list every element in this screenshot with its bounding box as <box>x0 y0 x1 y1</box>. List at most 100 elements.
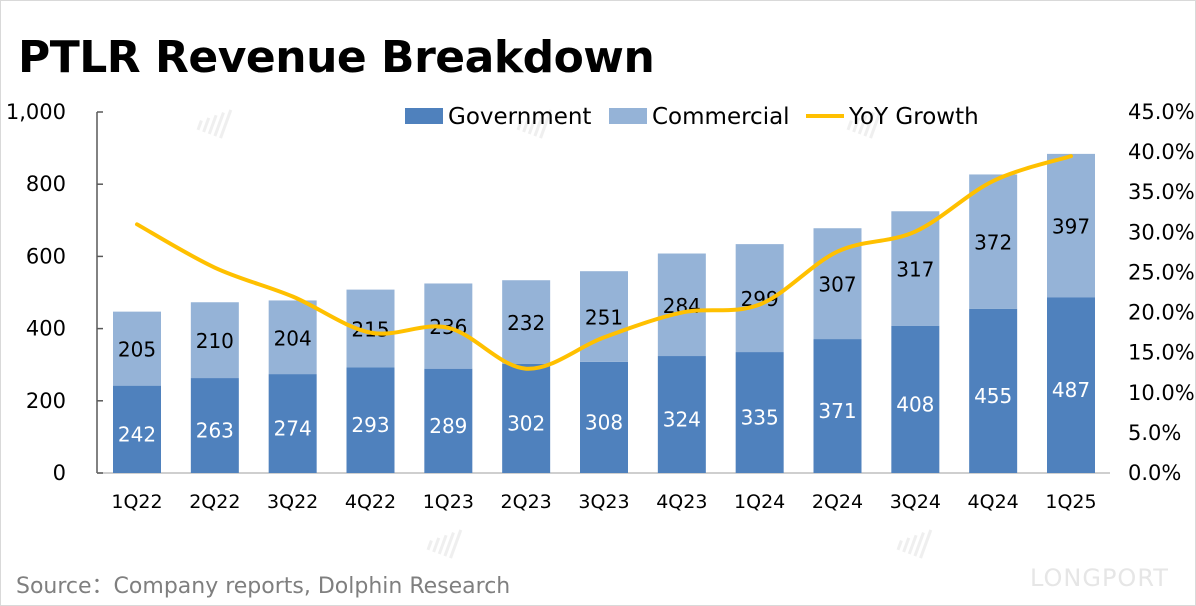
watermark-mark <box>449 529 463 559</box>
commercial-data-label: 205 <box>118 338 156 362</box>
government-data-label: 408 <box>896 392 934 416</box>
watermark-mark <box>539 109 553 139</box>
watermark-mark <box>426 539 433 551</box>
x-axis-tick-label: 1Q25 <box>1045 491 1096 513</box>
x-axis-tick-label: 2Q23 <box>501 491 552 513</box>
government-data-label: 293 <box>351 413 389 437</box>
government-data-label: 308 <box>585 410 623 434</box>
watermark-mark <box>432 537 441 553</box>
watermark-mark <box>213 112 225 137</box>
watermark-mark <box>852 117 861 133</box>
commercial-data-label: 397 <box>1052 215 1090 239</box>
right-axis-tick-label: 20.0% <box>1128 301 1195 325</box>
government-data-label: 371 <box>818 399 856 423</box>
watermark-mark <box>919 529 933 559</box>
x-axis-tick-label: 1Q22 <box>111 491 162 513</box>
watermark-mark <box>516 119 523 131</box>
commercial-bar <box>502 280 551 364</box>
watermark-mark <box>913 532 925 557</box>
x-axis-tick-label: 2Q22 <box>189 491 240 513</box>
left-axis-tick-label: 1,000 <box>6 100 66 124</box>
government-data-label: 455 <box>974 384 1012 408</box>
x-axis-tick-label: 4Q22 <box>345 491 396 513</box>
watermark-mark <box>207 114 218 135</box>
watermark-mark <box>869 109 883 139</box>
government-data-label: 324 <box>663 408 701 432</box>
source-note: Source：Company reports, Dolphin Research <box>16 574 511 599</box>
right-axis-tick-label: 15.0% <box>1128 341 1195 365</box>
legend-label-yoy: YoY Growth <box>848 104 979 130</box>
government-bar <box>346 367 395 473</box>
x-axis-tick-label: 2Q24 <box>812 491 863 513</box>
legend-swatch-government <box>405 108 443 124</box>
x-axis-tick-label: 3Q23 <box>578 491 629 513</box>
government-data-label: 242 <box>118 422 156 446</box>
government-bar <box>190 378 239 473</box>
watermark-mark <box>863 112 875 137</box>
government-data-label: 487 <box>1052 378 1090 402</box>
government-data-label: 302 <box>507 411 545 435</box>
watermark-mark <box>857 114 868 135</box>
watermark-mark <box>533 112 545 137</box>
government-data-label: 289 <box>429 414 467 438</box>
x-axis-tick-label: 3Q24 <box>890 491 941 513</box>
left-axis-tick-label: 0 <box>53 461 66 485</box>
right-axis-tick-label: 30.0% <box>1128 220 1195 244</box>
chart-title: PTLR Revenue Breakdown <box>18 32 655 83</box>
commercial-bar <box>190 302 239 379</box>
legend-label-commercial: Commercial <box>652 104 790 130</box>
watermark-mark <box>522 117 531 133</box>
government-bar <box>268 374 317 473</box>
watermark-mark <box>219 109 233 139</box>
commercial-bar <box>969 174 1018 309</box>
government-bar <box>1047 297 1095 473</box>
right-axis-tick-label: 10.0% <box>1128 381 1195 405</box>
right-axis-tick-label: 0.0% <box>1128 461 1181 485</box>
watermark-mark <box>902 537 911 553</box>
commercial-bar <box>268 300 317 375</box>
government-data-label: 335 <box>741 406 779 430</box>
legend-swatch-commercial <box>609 108 647 124</box>
commercial-data-label: 232 <box>507 311 545 335</box>
commercial-data-label: 372 <box>974 231 1012 255</box>
commercial-data-label: 251 <box>585 306 623 330</box>
watermark-mark <box>527 114 538 135</box>
government-bar <box>891 325 940 473</box>
commercial-data-label: 317 <box>896 257 934 281</box>
watermark-mark <box>437 534 448 555</box>
commercial-bar <box>657 253 706 357</box>
right-axis-tick-label: 25.0% <box>1128 260 1195 284</box>
government-data-label: 274 <box>274 417 312 441</box>
right-axis-tick-label: 35.0% <box>1128 180 1195 204</box>
government-data-label: 263 <box>196 419 234 443</box>
government-bar <box>424 368 473 473</box>
x-axis-tick-label: 4Q24 <box>968 491 1019 513</box>
left-axis-tick-label: 400 <box>26 317 66 341</box>
commercial-data-label: 204 <box>274 326 312 350</box>
watermark-mark <box>907 534 918 555</box>
government-bar <box>113 385 161 473</box>
legend-label-government: Government <box>448 104 591 130</box>
right-axis-tick-label: 5.0% <box>1128 421 1181 445</box>
commercial-bar <box>1047 153 1095 298</box>
x-axis-tick-label: 4Q23 <box>656 491 707 513</box>
x-axis-tick-label: 3Q22 <box>267 491 318 513</box>
commercial-bar <box>113 311 161 386</box>
government-bar <box>502 363 551 473</box>
watermark-mark <box>846 119 853 131</box>
x-axis-tick-label: 1Q24 <box>734 491 785 513</box>
left-axis-tick-label: 600 <box>26 244 66 268</box>
watermark-mark <box>896 540 903 551</box>
commercial-data-label: 210 <box>196 329 234 353</box>
left-axis-tick-label: 200 <box>26 389 66 413</box>
government-bar <box>969 308 1018 473</box>
government-bar <box>657 356 706 473</box>
watermark-mark <box>443 532 455 557</box>
left-axis-tick-label: 800 <box>26 172 66 196</box>
x-axis-tick-label: 1Q23 <box>423 491 474 513</box>
government-bar <box>735 352 784 473</box>
watermark-mark <box>196 120 203 131</box>
government-bar <box>580 361 628 473</box>
right-axis-tick-label: 45.0% <box>1128 100 1195 124</box>
